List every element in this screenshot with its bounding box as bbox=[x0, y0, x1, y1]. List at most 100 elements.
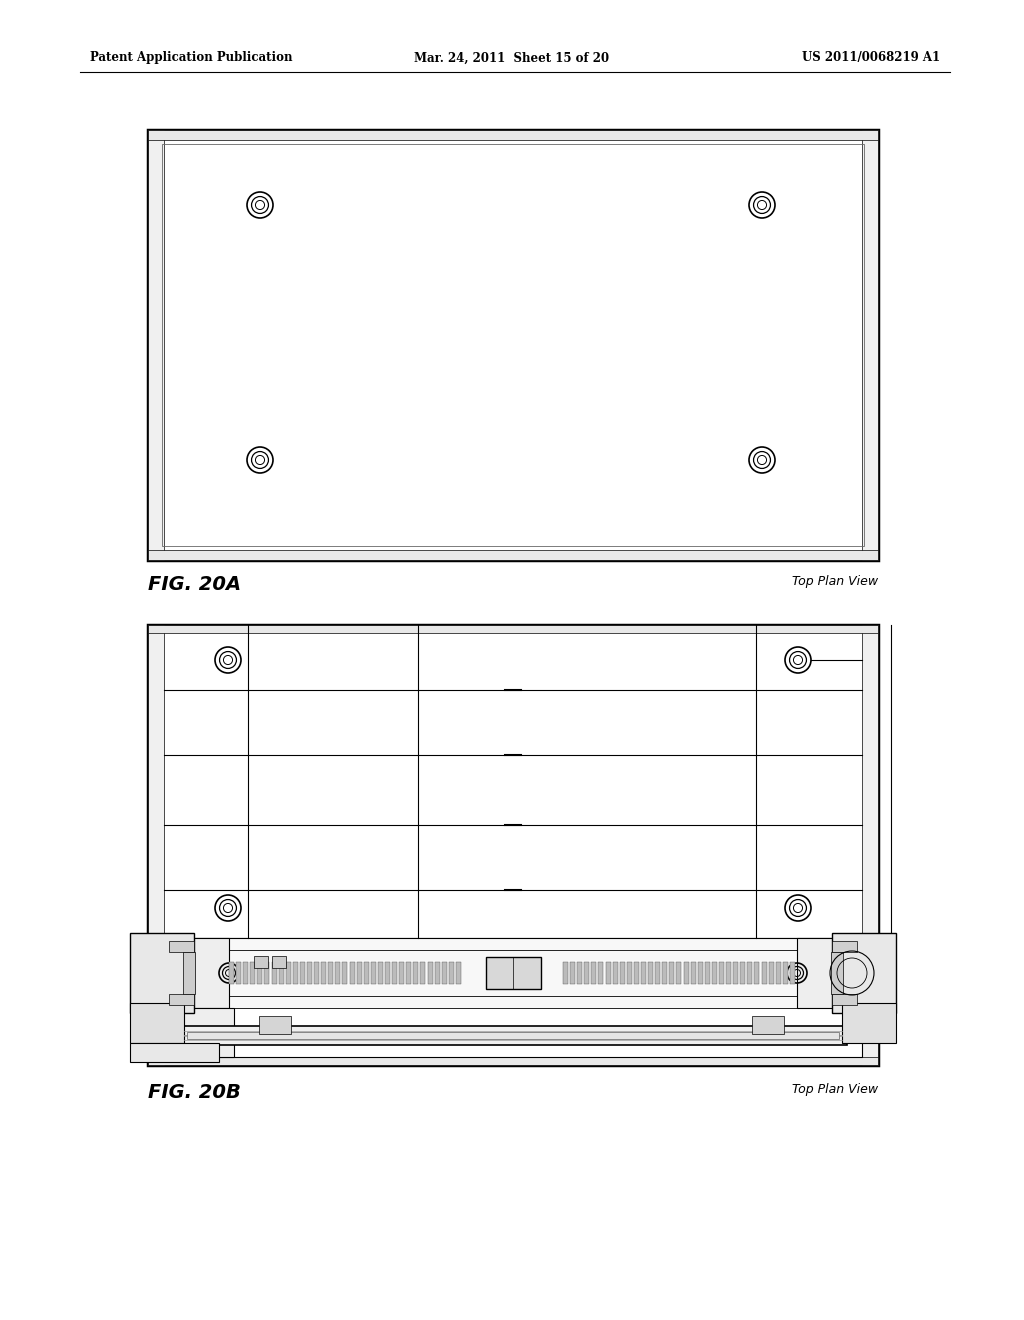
Bar bbox=[169, 941, 194, 952]
Bar bbox=[485, 957, 541, 989]
Bar bbox=[243, 962, 248, 983]
Text: FIG. 20A: FIG. 20A bbox=[148, 576, 241, 594]
Bar bbox=[441, 962, 446, 983]
Bar bbox=[300, 962, 305, 983]
Bar bbox=[164, 939, 862, 1008]
Bar bbox=[627, 962, 632, 983]
Bar bbox=[329, 962, 333, 983]
Bar bbox=[272, 956, 286, 968]
Bar bbox=[449, 962, 454, 983]
Bar bbox=[663, 962, 668, 983]
Bar bbox=[183, 952, 195, 994]
Bar bbox=[148, 624, 878, 1065]
Bar bbox=[752, 1016, 784, 1034]
Bar bbox=[148, 624, 164, 1065]
Bar bbox=[733, 962, 738, 983]
Bar bbox=[164, 1008, 234, 1057]
Bar bbox=[148, 624, 878, 634]
Bar bbox=[314, 962, 319, 983]
Text: FIG. 20B: FIG. 20B bbox=[148, 1082, 241, 1102]
Bar bbox=[279, 962, 284, 983]
Text: Patent Application Publication: Patent Application Publication bbox=[90, 51, 293, 65]
Bar bbox=[797, 939, 862, 1008]
Bar bbox=[842, 1003, 896, 1043]
Bar bbox=[342, 962, 347, 983]
Bar bbox=[434, 962, 439, 983]
Text: US 2011/0068219 A1: US 2011/0068219 A1 bbox=[802, 51, 940, 65]
Bar bbox=[570, 962, 575, 983]
Bar bbox=[831, 994, 857, 1005]
Bar bbox=[740, 962, 745, 983]
Bar bbox=[349, 962, 354, 983]
Bar bbox=[762, 962, 767, 983]
Bar bbox=[428, 962, 432, 983]
Bar bbox=[790, 962, 795, 983]
Bar bbox=[782, 962, 787, 983]
Bar bbox=[862, 129, 878, 560]
Bar bbox=[164, 939, 229, 1008]
Bar bbox=[831, 933, 896, 1012]
Bar bbox=[755, 962, 760, 983]
Bar bbox=[578, 962, 583, 983]
Bar bbox=[148, 1057, 878, 1065]
Text: Top Plan View: Top Plan View bbox=[792, 1082, 878, 1096]
Bar bbox=[634, 962, 639, 983]
Bar bbox=[831, 952, 843, 994]
Bar bbox=[162, 144, 864, 546]
Bar bbox=[271, 962, 276, 983]
Bar bbox=[250, 962, 255, 983]
Bar bbox=[585, 962, 589, 983]
Bar bbox=[169, 994, 194, 1005]
Bar bbox=[407, 962, 412, 983]
Bar bbox=[690, 962, 695, 983]
Bar bbox=[392, 962, 397, 983]
Bar bbox=[776, 962, 780, 983]
Bar bbox=[648, 962, 653, 983]
Bar bbox=[229, 962, 233, 983]
Bar bbox=[769, 962, 773, 983]
Bar bbox=[286, 962, 291, 983]
Bar bbox=[670, 962, 675, 983]
Bar bbox=[612, 962, 617, 983]
Bar bbox=[712, 962, 717, 983]
Bar bbox=[264, 962, 269, 983]
Text: Mar. 24, 2011  Sheet 15 of 20: Mar. 24, 2011 Sheet 15 of 20 bbox=[415, 51, 609, 65]
Text: Top Plan View: Top Plan View bbox=[792, 576, 878, 587]
Bar bbox=[563, 962, 568, 983]
Bar bbox=[237, 962, 241, 983]
Bar bbox=[726, 962, 731, 983]
Bar bbox=[148, 550, 878, 560]
Bar bbox=[684, 962, 688, 983]
Bar bbox=[385, 962, 390, 983]
Bar bbox=[592, 962, 596, 983]
Bar bbox=[356, 962, 361, 983]
Bar bbox=[831, 941, 857, 952]
Bar bbox=[862, 624, 878, 1065]
Bar bbox=[414, 962, 419, 983]
Bar bbox=[456, 962, 461, 983]
Bar bbox=[620, 962, 625, 983]
Bar bbox=[655, 962, 660, 983]
Bar bbox=[598, 962, 603, 983]
Bar bbox=[378, 962, 383, 983]
Bar bbox=[307, 962, 312, 983]
Bar bbox=[322, 962, 327, 983]
Bar bbox=[371, 962, 376, 983]
Bar bbox=[364, 962, 369, 983]
Bar bbox=[697, 962, 702, 983]
Bar bbox=[293, 962, 298, 983]
Bar bbox=[336, 962, 340, 983]
Bar bbox=[719, 962, 724, 983]
Bar bbox=[187, 1032, 839, 1039]
Bar bbox=[605, 962, 610, 983]
Bar bbox=[748, 962, 753, 983]
Bar bbox=[164, 939, 862, 1057]
Bar bbox=[130, 933, 194, 1012]
Bar bbox=[641, 962, 646, 983]
Bar bbox=[148, 129, 164, 560]
Bar bbox=[705, 962, 710, 983]
Bar bbox=[130, 1003, 184, 1043]
Bar bbox=[179, 1026, 847, 1045]
Bar bbox=[148, 129, 878, 140]
Bar bbox=[254, 956, 268, 968]
